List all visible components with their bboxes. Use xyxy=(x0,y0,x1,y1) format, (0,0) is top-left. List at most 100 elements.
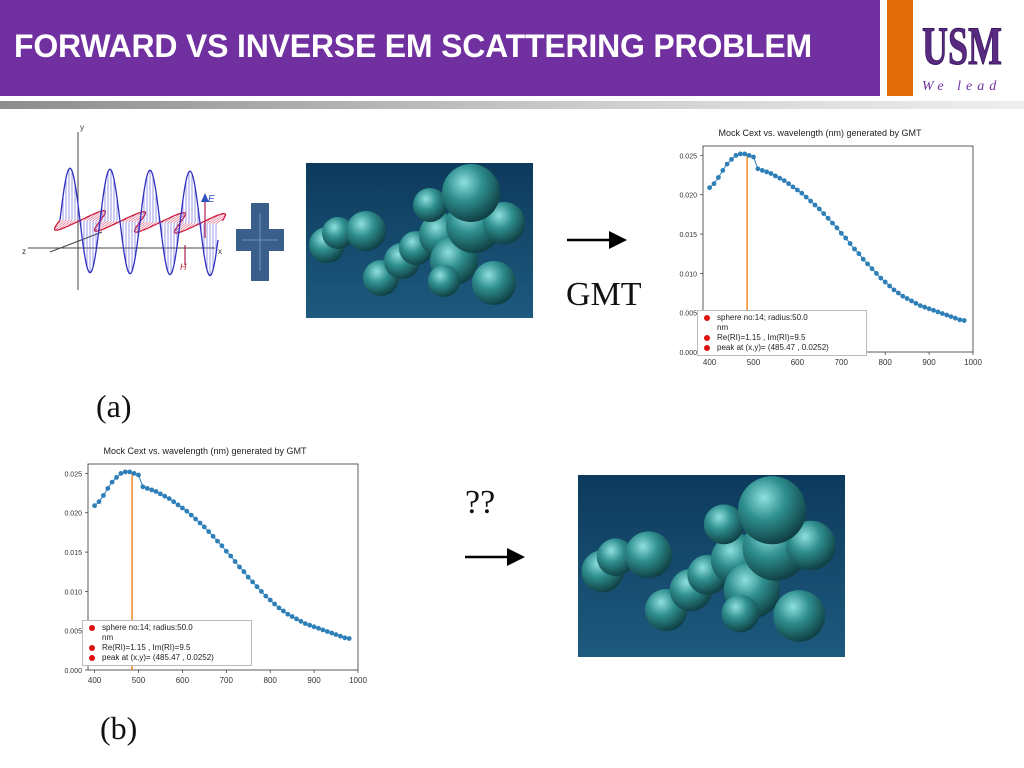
legend-entry: sphere no:14; radius:50.0 xyxy=(102,623,193,632)
sphere-cluster-image-b xyxy=(578,475,845,657)
electric-field-wave xyxy=(59,167,219,277)
data-point xyxy=(333,632,339,637)
h-field-hatch xyxy=(92,211,106,222)
data-point xyxy=(144,486,150,491)
data-point xyxy=(838,230,844,236)
data-point xyxy=(149,487,155,493)
data-point xyxy=(122,469,128,475)
data-point xyxy=(843,235,849,241)
data-point xyxy=(316,625,321,631)
chart-a-title: Mock Cext vs. wavelength (nm) generated … xyxy=(718,128,922,138)
data-point xyxy=(816,206,822,212)
h-field-hatch xyxy=(54,219,67,229)
x-tick-label: 400 xyxy=(703,358,717,367)
legend-entry: nm xyxy=(102,633,114,642)
header-divider xyxy=(0,101,1024,109)
data-point xyxy=(944,312,950,318)
sphere xyxy=(703,504,744,545)
data-point xyxy=(281,608,286,614)
data-point xyxy=(830,220,835,226)
data-point xyxy=(773,173,778,179)
h-field-hatch xyxy=(167,212,182,223)
data-point xyxy=(166,496,172,501)
data-point xyxy=(900,293,906,299)
data-point xyxy=(786,181,791,187)
h-field-hatch xyxy=(173,214,186,223)
data-point xyxy=(803,194,809,200)
data-point xyxy=(808,198,813,204)
data-point xyxy=(755,166,761,172)
y-tick-label: 0.015 xyxy=(64,550,82,557)
data-point xyxy=(799,190,805,196)
y-tick-label: 0.025 xyxy=(679,153,697,160)
data-point xyxy=(733,153,739,158)
x-tick-label: 700 xyxy=(835,358,849,367)
data-point xyxy=(913,300,919,306)
data-point xyxy=(860,256,866,262)
y-tick-label: 0.005 xyxy=(64,629,82,636)
data-point xyxy=(245,574,251,580)
forward-arrow-icon xyxy=(567,231,627,249)
y-axis-label: y xyxy=(80,123,84,132)
x-tick-label: 1000 xyxy=(964,358,982,367)
sphere-cluster-image-a xyxy=(306,163,533,318)
logo-text: USM xyxy=(922,16,1002,72)
h-field-hatch xyxy=(212,214,226,224)
data-point xyxy=(887,283,892,289)
h-field-hatch xyxy=(175,222,190,234)
data-point xyxy=(342,635,348,641)
h-field-label: H xyxy=(180,262,187,272)
y-tick-label: 0.000 xyxy=(679,350,697,357)
h-field-hatch xyxy=(140,221,154,232)
data-point xyxy=(338,633,343,639)
data-point xyxy=(896,290,901,296)
y-tick-label: 0.020 xyxy=(679,193,697,200)
sphere xyxy=(322,217,354,249)
data-point xyxy=(250,579,256,585)
data-point xyxy=(140,484,146,490)
data-point xyxy=(223,548,229,554)
data-point xyxy=(737,151,743,157)
data-point xyxy=(105,486,111,491)
data-point xyxy=(158,491,163,497)
data-point xyxy=(729,157,734,162)
data-point xyxy=(865,261,870,267)
data-point xyxy=(764,169,770,175)
panel-b-label: (b) xyxy=(100,710,138,746)
data-point xyxy=(948,314,954,319)
data-point xyxy=(136,472,141,478)
data-point xyxy=(206,529,212,534)
x-tick-label: 400 xyxy=(88,676,102,685)
data-point xyxy=(961,318,967,323)
x-tick-label: 500 xyxy=(747,358,761,367)
sphere xyxy=(483,202,525,244)
x-axis-label: x xyxy=(218,247,222,256)
h-field-hatch xyxy=(58,220,73,231)
x-tick-label: 500 xyxy=(132,676,146,685)
legend-entry: nm xyxy=(717,323,729,332)
data-point xyxy=(324,629,330,634)
data-point xyxy=(716,175,721,180)
data-point xyxy=(904,296,910,301)
h-field-hatch xyxy=(86,211,100,221)
data-point xyxy=(926,306,932,312)
data-point xyxy=(219,543,225,549)
legend-entry: sphere no:14; radius:50.0 xyxy=(717,313,808,322)
em-wave-illustration: y z x E H xyxy=(22,123,227,290)
data-point xyxy=(329,630,335,636)
data-point xyxy=(109,479,115,485)
data-point xyxy=(259,589,264,594)
data-point xyxy=(957,317,963,323)
data-point xyxy=(724,161,730,167)
data-point xyxy=(852,246,857,252)
legend-entry: peak at (x,y)= (485.47 , 0.0252) xyxy=(102,653,214,662)
data-point xyxy=(267,597,273,603)
sphere xyxy=(773,590,826,642)
h-field-hatch xyxy=(94,220,109,231)
data-point xyxy=(795,187,800,193)
x-tick-label: 800 xyxy=(879,358,893,367)
data-point xyxy=(215,538,220,544)
data-point xyxy=(153,489,159,494)
data-point xyxy=(180,505,185,511)
x-tick-label: 600 xyxy=(176,676,190,685)
